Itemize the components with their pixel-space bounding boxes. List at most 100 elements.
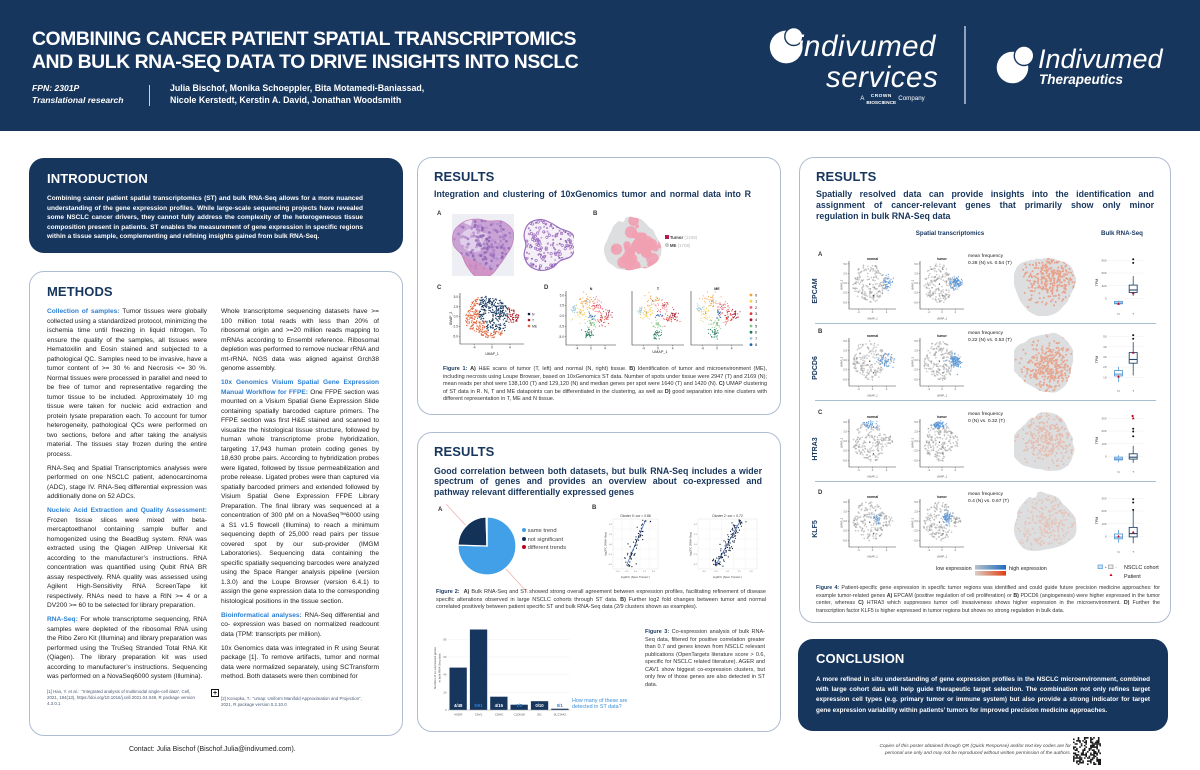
svg-text:0: 0 <box>872 310 874 314</box>
svg-text:UMAP_2: UMAP_2 <box>840 517 844 528</box>
svg-text:UMAP_2: UMAP_2 <box>911 279 915 290</box>
svg-text:UMAP_1: UMAP_1 <box>867 394 878 398</box>
svg-text:0: 0 <box>941 310 943 314</box>
svg-text:4: 4 <box>731 347 733 351</box>
svg-text:5.0: 5.0 <box>843 339 847 343</box>
svg-text:0: 0 <box>585 299 587 303</box>
svg-text:50: 50 <box>1103 335 1107 339</box>
svg-text:-2.5: -2.5 <box>453 325 459 329</box>
svg-text:600: 600 <box>1101 271 1106 275</box>
svg-text:0: 0 <box>872 548 874 552</box>
svg-text:2.5: 2.5 <box>843 272 847 276</box>
svg-text:20: 20 <box>1103 365 1107 369</box>
svg-text:4: 4 <box>604 347 606 351</box>
svg-text:0.0: 0.0 <box>914 519 918 523</box>
svg-text:5: 5 <box>716 322 718 326</box>
svg-text:T: T <box>1132 312 1134 316</box>
svg-text:0.0: 0.0 <box>694 544 698 546</box>
svg-text:-2.5: -2.5 <box>608 554 613 556</box>
svg-text:7: 7 <box>755 336 758 341</box>
svg-text:100: 100 <box>1101 522 1106 526</box>
svg-text:0: 0 <box>711 299 713 303</box>
svg-text:4: 4 <box>886 310 888 314</box>
svg-text:6: 6 <box>655 331 657 335</box>
svg-text:0.0: 0.0 <box>843 519 847 523</box>
svg-text:4: 4 <box>886 548 888 552</box>
svg-text:x: x <box>939 520 941 524</box>
svg-text:T: T <box>657 287 660 291</box>
svg-text:N: N <box>1117 550 1119 554</box>
svg-text:4: 4 <box>886 387 888 391</box>
svg-text:-4: -4 <box>928 468 931 472</box>
svg-text:UMAP_1: UMAP_1 <box>937 317 948 321</box>
svg-text:0.0: 0.0 <box>843 281 847 285</box>
svg-text:6: 6 <box>755 330 758 335</box>
svg-text:0: 0 <box>716 347 718 351</box>
svg-text:0/1: 0/1 <box>557 703 564 708</box>
svg-text:-5.0: -5.0 <box>843 300 848 304</box>
svg-text:5.0: 5.0 <box>609 524 613 526</box>
svg-text:0.0: 0.0 <box>914 439 918 443</box>
svg-text:40: 40 <box>443 673 447 677</box>
svg-text:tumor: tumor <box>937 257 947 261</box>
svg-text:0.0: 0.0 <box>560 314 565 318</box>
svg-text:-4: -4 <box>928 387 931 391</box>
svg-text:normal: normal <box>867 257 878 261</box>
svg-text:Number of co-expressed genes: Number of co-expressed genes <box>433 647 437 689</box>
svg-text:0: 0 <box>1105 454 1107 458</box>
svg-text:2.5: 2.5 <box>843 430 847 434</box>
svg-text:in bulk RNA-Seq data: in bulk RNA-Seq data <box>438 653 442 682</box>
svg-text:-2.5: -2.5 <box>714 571 719 573</box>
svg-text:-4: -4 <box>857 468 860 472</box>
svg-text:900: 900 <box>1101 259 1106 263</box>
svg-text:-5.0: -5.0 <box>702 571 707 573</box>
svg-text:100: 100 <box>1101 442 1106 446</box>
svg-text:AGER: AGER <box>454 713 462 717</box>
svg-text:-4: -4 <box>857 548 860 552</box>
svg-text:UMAP_2: UMAP_2 <box>911 437 915 448</box>
svg-text:x: x <box>873 452 875 456</box>
svg-text:log2FC (Spat. Transcr.): log2FC (Spat. Transcr.) <box>713 575 742 579</box>
svg-text:0.0: 0.0 <box>914 281 918 285</box>
svg-text:2.5: 2.5 <box>914 430 918 434</box>
svg-text:-2.5: -2.5 <box>843 368 848 372</box>
svg-text:300: 300 <box>1101 497 1106 501</box>
svg-text:5.0: 5.0 <box>843 500 847 504</box>
svg-text:5.0: 5.0 <box>914 500 918 504</box>
svg-text:20: 20 <box>443 690 447 694</box>
svg-text:0: 0 <box>657 347 659 351</box>
svg-text:200: 200 <box>1101 429 1106 433</box>
svg-text:-5.0: -5.0 <box>843 377 848 381</box>
svg-text:-2.5: -2.5 <box>843 529 848 533</box>
svg-text:5: 5 <box>590 322 592 326</box>
svg-text:4/15: 4/15 <box>495 703 504 708</box>
svg-text:4: 4 <box>509 346 511 350</box>
svg-text:0.0: 0.0 <box>726 571 730 573</box>
svg-text:UMAP_1: UMAP_1 <box>867 555 878 559</box>
svg-text:2: 2 <box>755 305 758 310</box>
svg-text:4: 4 <box>954 310 956 314</box>
svg-text:tumor: tumor <box>937 495 947 499</box>
svg-text:UMAP_2: UMAP_2 <box>449 312 453 326</box>
svg-text:UMAP_2: UMAP_2 <box>840 356 844 367</box>
svg-text:-4: -4 <box>857 310 860 314</box>
svg-text:-4: -4 <box>701 347 704 351</box>
svg-text:5.0: 5.0 <box>843 262 847 266</box>
svg-text:0: 0 <box>1105 534 1107 538</box>
svg-text:4/48: 4/48 <box>454 703 463 708</box>
svg-text:40: 40 <box>1103 345 1107 349</box>
svg-text:tumor: tumor <box>937 334 947 338</box>
svg-text:2.5: 2.5 <box>738 571 742 573</box>
svg-text:tumor: tumor <box>937 415 947 419</box>
svg-text:SLC34A2: SLC34A2 <box>554 713 567 717</box>
svg-text:0: 0 <box>941 548 943 552</box>
svg-text:5.0: 5.0 <box>843 420 847 424</box>
svg-text:x: x <box>942 294 944 298</box>
svg-text:2.5: 2.5 <box>843 349 847 353</box>
svg-text:-: - <box>1116 564 1118 569</box>
svg-text:T: T <box>1132 389 1134 393</box>
svg-text:0: 0 <box>755 292 758 297</box>
svg-text:8: 8 <box>755 342 758 347</box>
svg-text:T: T <box>1132 470 1134 474</box>
svg-text:4: 4 <box>954 468 956 472</box>
